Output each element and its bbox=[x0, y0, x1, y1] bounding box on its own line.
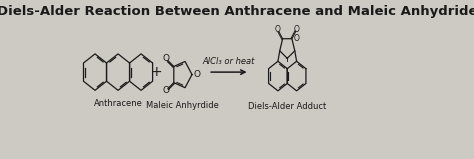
Text: AlCl₃ or heat: AlCl₃ or heat bbox=[203, 57, 255, 66]
Text: O: O bbox=[193, 70, 201, 79]
Text: O: O bbox=[274, 25, 281, 34]
Text: O: O bbox=[163, 86, 170, 95]
Text: O: O bbox=[163, 54, 170, 63]
Text: Diels-Alder Reaction Between Anthracene and Maleic Anhydride: Diels-Alder Reaction Between Anthracene … bbox=[0, 5, 474, 18]
Text: Diels-Alder Adduct: Diels-Alder Adduct bbox=[248, 102, 327, 111]
Text: Maleic Anhyrdide: Maleic Anhyrdide bbox=[146, 101, 219, 110]
Text: O: O bbox=[294, 25, 300, 34]
Text: +: + bbox=[150, 65, 162, 79]
Text: Anthracene: Anthracene bbox=[93, 99, 143, 108]
Text: O: O bbox=[293, 34, 299, 43]
